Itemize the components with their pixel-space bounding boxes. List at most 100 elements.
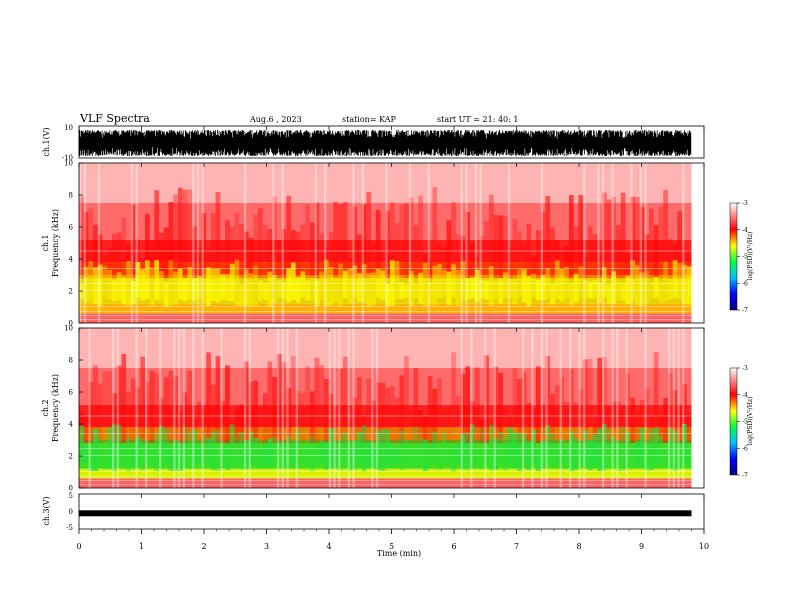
spectral-column: [470, 424, 475, 469]
spectral-column: [206, 437, 211, 466]
spectral-column: [498, 278, 504, 304]
spectral-column: [540, 440, 546, 466]
spectral-column: [432, 265, 438, 305]
spectral-column: [116, 272, 122, 301]
spectral-column: [545, 425, 551, 464]
spectral-column: [427, 163, 431, 323]
spectral-column: [531, 256, 537, 279]
ch2-spectrogram-ylabel-line2: Frequency (kHz): [51, 374, 60, 442]
spectral-column: [145, 213, 150, 279]
ch1-spectrogram-ylabel-line2: Frequency (kHz): [51, 209, 60, 277]
spectral-column: [474, 448, 480, 465]
spectral-column: [686, 413, 692, 444]
spectral-column: [215, 430, 221, 472]
spectral-column: [135, 163, 138, 323]
spectral-column: [394, 397, 400, 444]
spectral-column: [324, 163, 327, 323]
spectral-column: [550, 433, 555, 467]
spectral-column: [352, 206, 358, 279]
spectral-column: [474, 269, 480, 302]
spectral-column: [658, 207, 664, 279]
spectral-column: [578, 390, 584, 444]
spectral-column: [507, 280, 513, 300]
spectral-column: [390, 386, 395, 444]
spectral-column: [517, 379, 522, 444]
spectral-column: [366, 378, 372, 444]
spectral-column: [394, 261, 400, 300]
colorbar-tick-label: -6: [742, 445, 748, 452]
spectral-column: [540, 404, 546, 444]
spectral-column: [333, 328, 336, 488]
ch3-ytick-top: 5: [69, 492, 73, 500]
spectral-column: [375, 328, 379, 488]
spectral-column: [305, 444, 310, 467]
spectral-column: [328, 393, 334, 444]
station-label: station= KAP: [342, 115, 397, 124]
spectral-column: [536, 279, 541, 300]
spectral-column: [248, 431, 254, 465]
spectral-column: [540, 274, 546, 300]
spectral-column: [281, 328, 284, 488]
spectral-column: [385, 387, 391, 444]
spectral-column: [474, 367, 480, 444]
spectral-column: [507, 247, 513, 279]
spectral-column: [262, 444, 268, 468]
spectral-column: [154, 260, 160, 300]
spectral-column: [455, 395, 461, 444]
spectral-column: [677, 405, 683, 444]
time-tick-label: 0: [76, 542, 81, 551]
spectral-column: [620, 282, 626, 301]
spectral-column: [569, 282, 574, 306]
spectral-column: [677, 211, 683, 279]
spectral-column: [667, 238, 673, 279]
spectral-column: [686, 250, 692, 279]
spectral-column: [564, 266, 570, 299]
spectral-column: [521, 246, 527, 279]
spectral-column: [126, 245, 131, 279]
spectral-column: [215, 268, 221, 303]
spectral-column: [418, 195, 423, 279]
start-time-label: start UT = 21: 40: 1: [437, 115, 518, 124]
spectral-column: [357, 377, 362, 444]
spectral-column: [338, 204, 343, 279]
spectral-column: [521, 328, 525, 488]
spectral-column: [314, 280, 320, 307]
spectral-column: [503, 272, 508, 298]
spectral-column: [602, 192, 607, 279]
spectral-column: [408, 163, 412, 323]
spectral-column: [484, 355, 489, 444]
spectral-column: [168, 370, 174, 444]
spectral-column: [503, 406, 508, 444]
spectral-column: [479, 235, 485, 279]
colorbar-tick-label: -4: [742, 227, 748, 234]
spectral-column: [93, 224, 98, 279]
spectral-column: [163, 281, 169, 307]
spectral-column: [404, 284, 409, 298]
spectral-column: [97, 234, 103, 279]
spectral-column: [116, 328, 120, 488]
spectral-column: [220, 328, 223, 488]
spectral-column: [587, 226, 593, 279]
spectral-column: [441, 409, 447, 444]
spectral-column: [234, 213, 240, 279]
spectral-column: [366, 191, 372, 279]
spectral-column: [559, 439, 565, 465]
spectral-column: [234, 259, 240, 306]
spectral-column: [418, 272, 423, 304]
spectral-band: [79, 468, 692, 479]
spectral-column: [498, 215, 504, 279]
spectral-column: [338, 434, 343, 471]
spectral-column: [276, 240, 282, 279]
freq-tick-label: 2: [69, 453, 73, 461]
spectral-column: [145, 443, 150, 464]
spectral-column: [361, 204, 367, 279]
spectral-column: [196, 401, 202, 444]
spectral-column: [159, 328, 162, 488]
spectral-column: [602, 163, 605, 323]
ch2-spectrogram-ylabel-line1: ch.2: [41, 399, 50, 416]
spectral-column: [234, 409, 240, 444]
spectral-column: [149, 240, 155, 279]
freq-tick-label: 10: [64, 325, 73, 333]
spectral-column: [130, 281, 136, 305]
spectral-column: [422, 416, 428, 444]
